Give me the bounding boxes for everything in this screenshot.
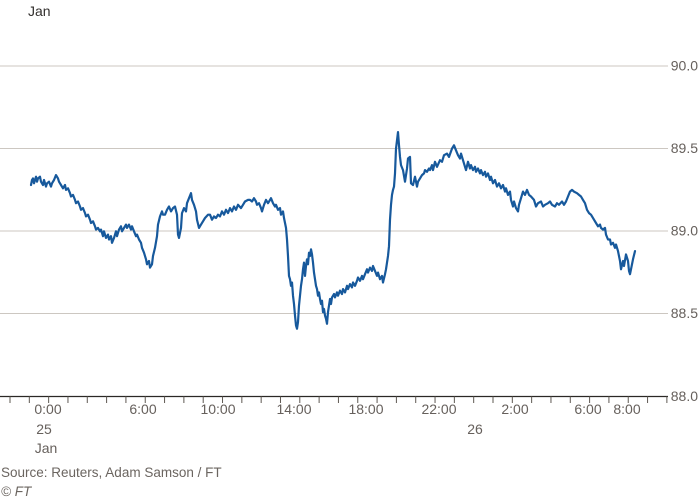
- month-label-top: Jan: [28, 3, 51, 19]
- copyright-text: © FT: [1, 484, 33, 499]
- gridlines: [0, 65, 668, 314]
- x-axis-label: 6:00: [574, 401, 601, 417]
- day-label: 25: [36, 421, 52, 437]
- day-label: Jan: [35, 440, 58, 456]
- x-axis-label: 6:00: [129, 401, 156, 417]
- y-axis-label: 89.0: [671, 223, 698, 239]
- day-label: 26: [467, 421, 483, 437]
- x-axis-label: 2:00: [501, 401, 528, 417]
- source-text: Source: Reuters, Adam Samson / FT: [1, 465, 222, 480]
- x-axis-label: 14:00: [276, 401, 311, 417]
- x-axis-label: 22:00: [421, 401, 456, 417]
- x-axis-labels: 0:00 6:00 10:00 14:00 18:00 22:00 2:00 6:00 8:00: [34, 401, 640, 417]
- x-axis-label: 8:00: [613, 401, 640, 417]
- y-axis-label: 88.0: [671, 388, 698, 404]
- y-axis-labels: 90.0 89.5 89.0 88.5 88.0: [671, 58, 698, 405]
- day-labels: 25 Jan 26: [35, 421, 483, 456]
- x-axis-label: 0:00: [34, 401, 61, 417]
- y-axis-label: 88.5: [671, 305, 698, 321]
- y-axis-label: 89.5: [671, 140, 698, 156]
- price-line: [29, 131, 637, 330]
- x-axis-label: 10:00: [200, 401, 235, 417]
- x-axis-label: 18:00: [348, 401, 383, 417]
- y-axis-label: 90.0: [671, 58, 698, 74]
- x-axis-ticks: [9, 396, 668, 403]
